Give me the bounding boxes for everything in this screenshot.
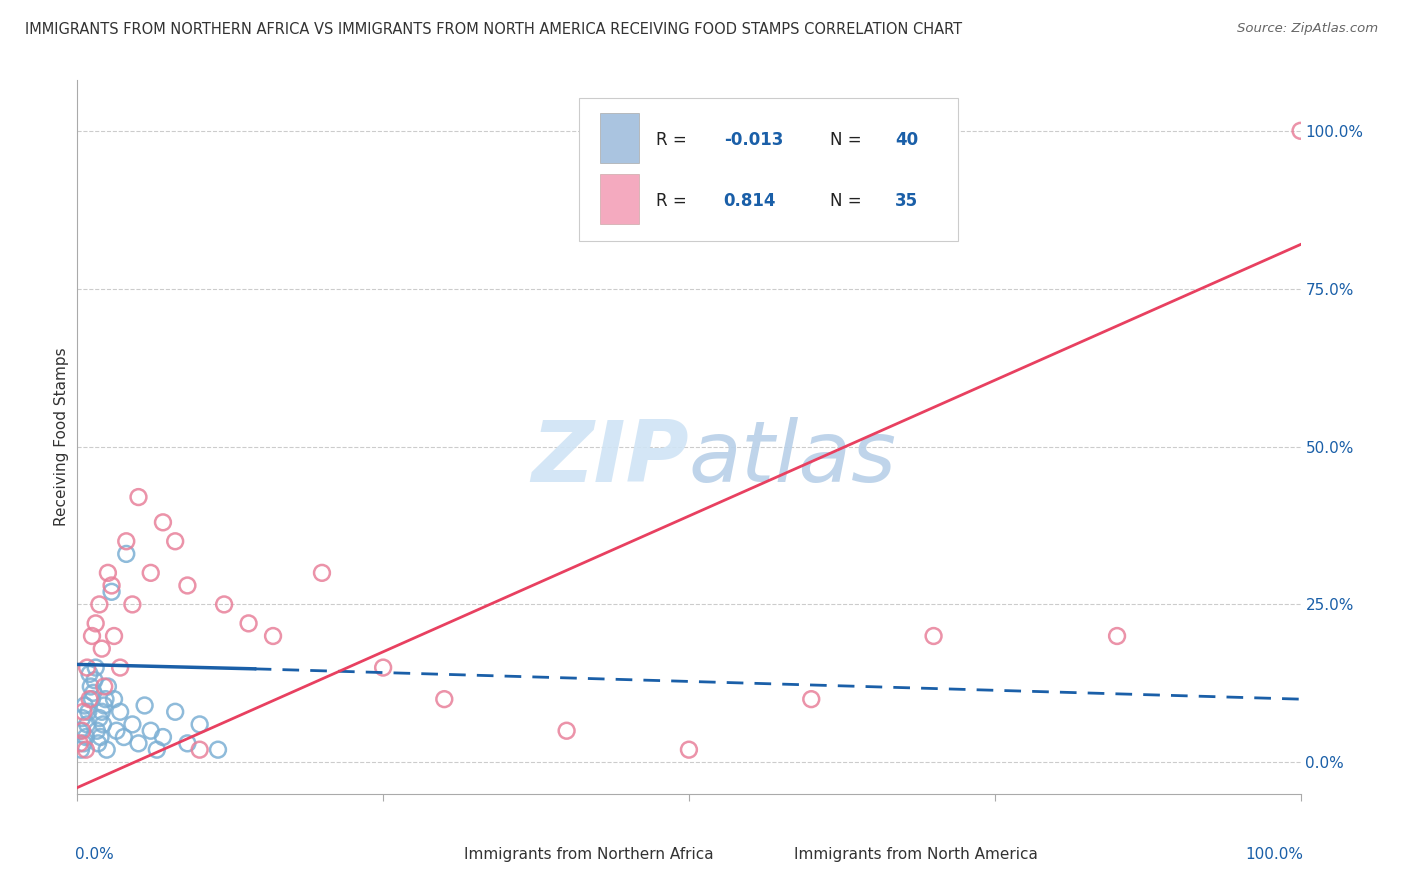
Point	[79, 692, 101, 706]
Point	[70, 742, 93, 756]
Point	[134, 698, 156, 713]
Text: Source: ZipAtlas.com: Source: ZipAtlas.com	[1237, 22, 1378, 36]
Point	[83, 673, 105, 688]
Point	[922, 629, 945, 643]
Text: Immigrants from North America: Immigrants from North America	[794, 847, 1038, 862]
Text: Immigrants from Northern Africa: Immigrants from Northern Africa	[464, 847, 713, 862]
Point	[77, 705, 100, 719]
Point	[76, 717, 98, 731]
Point	[90, 705, 112, 719]
FancyBboxPatch shape	[579, 98, 957, 241]
Point	[371, 660, 394, 674]
Text: 0.814: 0.814	[724, 192, 776, 210]
Point	[103, 629, 125, 643]
Point	[108, 660, 131, 674]
Point	[75, 730, 97, 744]
Point	[90, 641, 112, 656]
Text: N =: N =	[830, 192, 862, 210]
Point	[152, 730, 174, 744]
Text: 35: 35	[896, 192, 918, 210]
Point	[96, 742, 118, 756]
Point	[89, 711, 111, 725]
Point	[93, 698, 115, 713]
Point	[165, 534, 187, 549]
Point	[80, 629, 103, 643]
Point	[128, 490, 150, 504]
Point	[82, 686, 104, 700]
Point	[86, 723, 108, 738]
Point	[207, 742, 229, 756]
Point	[188, 717, 211, 731]
Point	[91, 717, 114, 731]
Point	[262, 629, 284, 643]
Point	[139, 723, 162, 738]
Point	[433, 692, 456, 706]
Point	[103, 692, 125, 706]
Point	[89, 598, 111, 612]
Point	[800, 692, 823, 706]
Point	[152, 516, 174, 530]
Point	[139, 566, 162, 580]
Point	[1289, 124, 1312, 138]
Point	[115, 534, 138, 549]
Point	[128, 736, 150, 750]
Point	[70, 711, 93, 725]
Point	[146, 742, 169, 756]
FancyBboxPatch shape	[599, 112, 638, 162]
Point	[73, 698, 96, 713]
Point	[97, 566, 120, 580]
Point	[115, 547, 138, 561]
Point	[90, 730, 112, 744]
Point	[94, 692, 117, 706]
Point	[100, 578, 122, 592]
Point	[108, 705, 131, 719]
Point	[75, 742, 97, 756]
Point	[84, 660, 107, 674]
Point	[76, 660, 98, 674]
Text: -0.013: -0.013	[724, 130, 783, 149]
Point	[97, 680, 120, 694]
Point	[112, 730, 135, 744]
Point	[188, 742, 211, 756]
Point	[555, 723, 578, 738]
FancyBboxPatch shape	[599, 174, 638, 224]
Point	[176, 736, 198, 750]
Point	[176, 578, 198, 592]
Point	[93, 680, 115, 694]
Point	[100, 584, 122, 599]
Text: R =: R =	[657, 130, 688, 149]
Point	[121, 717, 143, 731]
Text: IMMIGRANTS FROM NORTHERN AFRICA VS IMMIGRANTS FROM NORTH AMERICA RECEIVING FOOD : IMMIGRANTS FROM NORTHERN AFRICA VS IMMIG…	[25, 22, 963, 37]
Point	[87, 736, 110, 750]
Point	[105, 723, 128, 738]
Text: 0.0%: 0.0%	[75, 847, 114, 863]
Point	[69, 723, 91, 738]
Text: 100.0%: 100.0%	[1244, 847, 1303, 863]
Point	[1107, 629, 1129, 643]
Point	[212, 598, 235, 612]
Point	[72, 705, 94, 719]
Text: ZIP: ZIP	[531, 417, 689, 500]
Point	[678, 742, 700, 756]
Point	[70, 723, 93, 738]
Point	[165, 705, 187, 719]
Point	[121, 598, 143, 612]
Point	[69, 736, 91, 750]
Point	[238, 616, 260, 631]
Text: atlas: atlas	[689, 417, 897, 500]
FancyBboxPatch shape	[420, 835, 457, 874]
Point	[80, 692, 103, 706]
Text: R =: R =	[657, 192, 688, 210]
Point	[311, 566, 333, 580]
FancyBboxPatch shape	[751, 835, 787, 874]
Text: 40: 40	[896, 130, 918, 149]
Point	[80, 680, 103, 694]
Point	[84, 616, 107, 631]
Text: N =: N =	[830, 130, 862, 149]
Y-axis label: Receiving Food Stamps: Receiving Food Stamps	[53, 348, 69, 526]
Point	[72, 736, 94, 750]
Point	[79, 666, 101, 681]
